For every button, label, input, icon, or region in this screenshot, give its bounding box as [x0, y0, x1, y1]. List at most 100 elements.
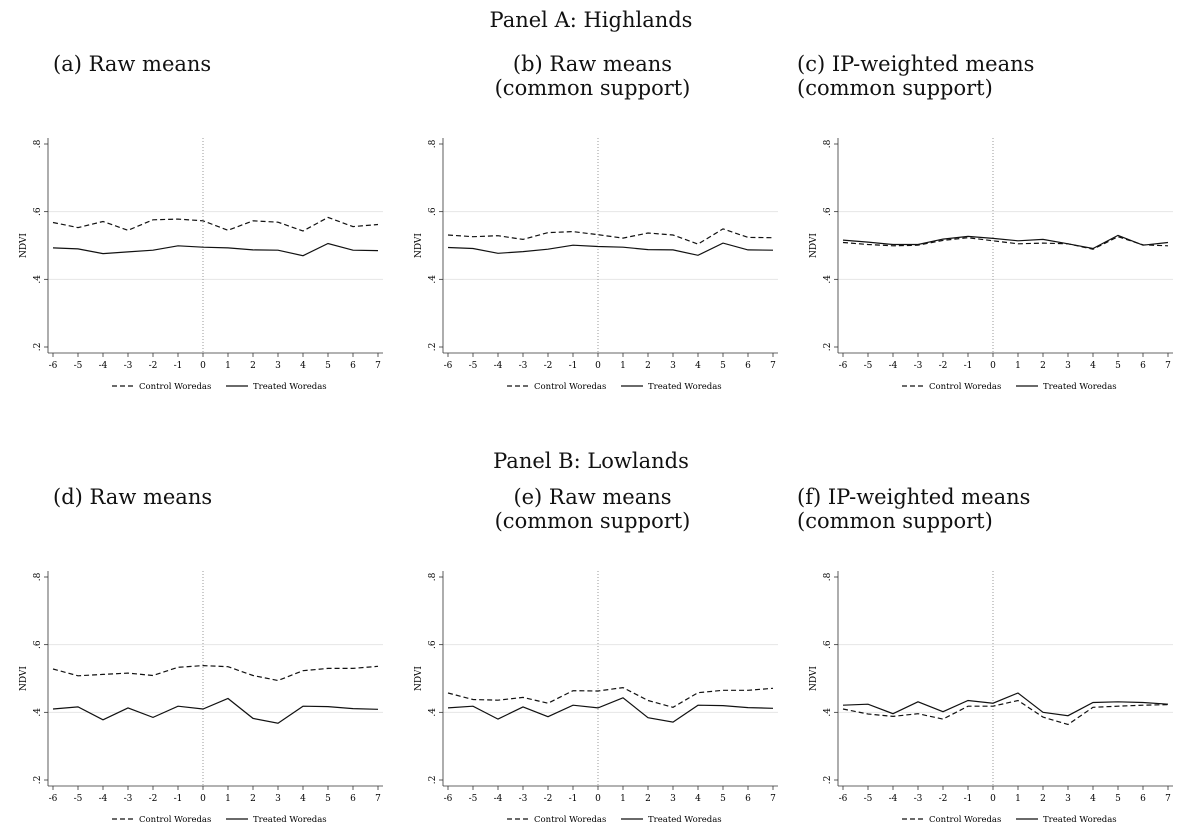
- x-tick-label: 4: [1090, 361, 1096, 371]
- x-tick-label: -6: [839, 361, 848, 371]
- legend-control-label: Control Woredas: [139, 815, 211, 825]
- x-tick-label: 6: [1140, 794, 1146, 804]
- x-tick-label: -3: [519, 794, 528, 804]
- y-tick-label: .2: [823, 776, 833, 785]
- x-tick-label: 2: [645, 361, 651, 371]
- panel-b-title: Panel B: Lowlands: [493, 449, 689, 473]
- x-tick-label: -3: [124, 361, 133, 371]
- y-tick-label: .4: [33, 708, 43, 717]
- x-tick-label: 3: [670, 361, 676, 371]
- x-tick-label: -6: [49, 361, 58, 371]
- subplot-f-title-line1: (f) IP-weighted means: [797, 485, 1031, 509]
- y-tick-label: .2: [428, 343, 438, 352]
- x-tick-label: -3: [124, 794, 133, 804]
- legend-treated-label: Treated Woredas: [648, 382, 722, 392]
- chart-c: .2 .4 .6 .8 NDVI -6 -5 -4 -3 -2 -1 0 1 2 3 4 5 6 7 Control …: [809, 138, 1173, 392]
- x-tick-label: -6: [444, 361, 453, 371]
- y-axis-label: NDVI: [809, 233, 819, 258]
- subplot-d-title-line1: (d) Raw means: [53, 485, 213, 509]
- y-tick-label: .8: [823, 572, 833, 581]
- x-tick-label: -6: [839, 794, 848, 804]
- x-tick-label: -2: [939, 361, 948, 371]
- x-tick-label: 4: [300, 794, 306, 804]
- x-tick-label: 6: [745, 361, 751, 371]
- x-tick-label: -3: [914, 794, 923, 804]
- y-tick-label: .6: [428, 640, 438, 649]
- legend-control-label: Control Woredas: [929, 382, 1001, 392]
- y-axis-label: NDVI: [809, 666, 819, 691]
- y-tick-label: .4: [823, 708, 833, 717]
- x-tick-label: 0: [200, 794, 206, 804]
- subplot-a-title: (a) Raw means: [53, 52, 211, 76]
- panel-a-title: Panel A: Highlands: [489, 8, 693, 32]
- x-tick-label: 7: [770, 794, 776, 804]
- chart-e: .2 .4 .6 .8 NDVI -6 -5 -4 -3 -2 -1 0 1 2 3 4 5 6 7 Control …: [414, 571, 778, 825]
- x-tick-label: -5: [469, 361, 478, 371]
- chart-a: .2 .4 .6 .8 NDVI -6 -5 -4 -3 -2 -1 0 1 2 3 4 5 6 7 Control …: [19, 138, 383, 392]
- x-tick-label: 0: [200, 361, 206, 371]
- x-tick-label: -4: [494, 361, 503, 371]
- x-tick-label: 2: [250, 361, 256, 371]
- treated-series-line: [52, 697, 379, 724]
- x-tick-label: 2: [645, 794, 651, 804]
- x-tick-label: -6: [444, 794, 453, 804]
- subplot-e-title-line2: (common support): [494, 509, 691, 533]
- subplot-b-title: (b) Raw means (common support): [470, 52, 715, 100]
- y-tick-label: .6: [823, 640, 833, 649]
- x-tick-label: -2: [149, 361, 158, 371]
- x-tick-label: -6: [49, 794, 58, 804]
- x-tick-label: -5: [469, 794, 478, 804]
- x-tick-label: 1: [225, 361, 231, 371]
- subplot-c-title: (c) IP-weighted means (common support): [797, 52, 1034, 100]
- x-tick-label: 0: [595, 361, 601, 371]
- x-tick-label: 4: [300, 361, 306, 371]
- x-tick-label: 0: [595, 794, 601, 804]
- x-tick-label: -3: [914, 361, 923, 371]
- y-tick-label: .6: [33, 207, 43, 216]
- y-tick-label: .6: [428, 207, 438, 216]
- x-tick-label: 2: [1040, 361, 1046, 371]
- y-tick-label: .2: [823, 343, 833, 352]
- y-tick-label: .4: [33, 275, 43, 284]
- y-tick-label: .2: [33, 776, 43, 785]
- subplot-f-title-line2: (common support): [797, 509, 993, 533]
- x-tick-label: 6: [350, 794, 356, 804]
- x-tick-label: 1: [620, 794, 626, 804]
- legend-treated-label: Treated Woredas: [253, 815, 327, 825]
- x-tick-label: 3: [1065, 794, 1071, 804]
- subplot-a-title-line1: (a) Raw means: [53, 52, 212, 76]
- x-tick-label: 7: [375, 361, 381, 371]
- y-tick-label: .8: [428, 139, 438, 148]
- x-tick-label: 0: [990, 361, 996, 371]
- y-tick-label: .4: [428, 708, 438, 717]
- x-tick-label: -1: [569, 361, 578, 371]
- subplot-c-title-line1: (c) IP-weighted means: [797, 52, 1035, 76]
- chart-f: .2 .4 .6 .8 NDVI -6 -5 -4 -3 -2 -1 0 1 2 3 4 5 6 7 Control …: [809, 571, 1173, 825]
- control-series-line: [52, 216, 379, 232]
- x-tick-label: 1: [1015, 361, 1021, 371]
- y-tick-label: .6: [823, 207, 833, 216]
- x-tick-label: 0: [990, 794, 996, 804]
- x-tick-label: -1: [964, 361, 973, 371]
- subplot-b-title-line2: (common support): [494, 76, 691, 100]
- x-tick-label: 5: [1115, 361, 1121, 371]
- x-tick-label: -5: [74, 794, 83, 804]
- treated-series-line: [447, 242, 774, 256]
- x-tick-label: -1: [174, 794, 183, 804]
- subplot-e-title-line1: (e) Raw means: [513, 485, 672, 509]
- x-tick-label: 7: [1165, 361, 1171, 371]
- y-tick-label: .2: [33, 343, 43, 352]
- x-tick-label: -5: [74, 361, 83, 371]
- y-tick-label: .8: [823, 139, 833, 148]
- x-tick-label: -2: [544, 794, 553, 804]
- treated-series-line: [52, 242, 379, 257]
- legend-control-label: Control Woredas: [139, 382, 211, 392]
- x-tick-label: -4: [99, 794, 108, 804]
- x-tick-label: -1: [174, 361, 183, 371]
- x-tick-label: -2: [544, 361, 553, 371]
- legend-control-label: Control Woredas: [534, 815, 606, 825]
- x-tick-label: 4: [1090, 794, 1096, 804]
- y-axis-label: NDVI: [19, 666, 29, 691]
- y-axis-label: NDVI: [414, 233, 424, 258]
- x-tick-label: 7: [375, 794, 381, 804]
